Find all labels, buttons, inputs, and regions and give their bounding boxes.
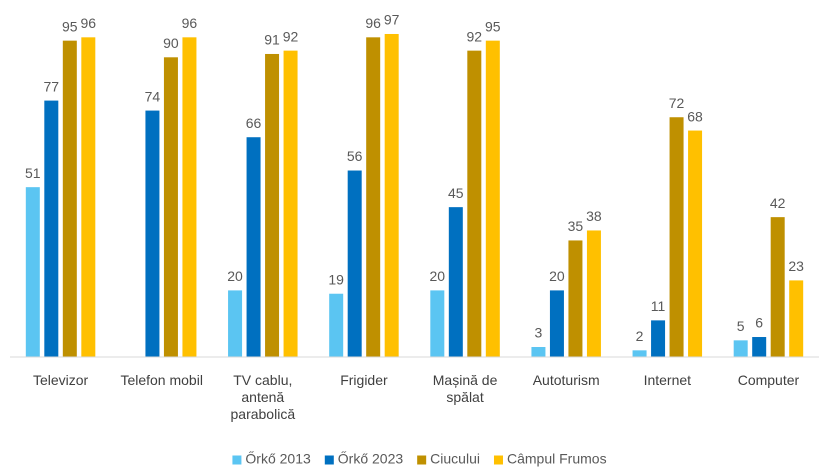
x-tick-label: Telefon mobil	[120, 372, 203, 388]
bar	[25, 187, 40, 357]
bar	[430, 290, 445, 357]
bar	[283, 50, 298, 357]
bar	[384, 33, 399, 358]
bar	[549, 290, 564, 357]
bar	[163, 57, 178, 358]
legend-swatch	[232, 455, 242, 465]
data-label: 3	[535, 325, 543, 341]
data-label: 11	[651, 298, 666, 314]
bar	[586, 230, 601, 357]
bar	[467, 50, 482, 357]
bar	[265, 53, 280, 357]
data-label: 5	[737, 318, 745, 334]
legend-item: Câmpul Frumos	[493, 451, 607, 467]
bar	[44, 100, 59, 357]
bar	[182, 37, 197, 357]
legend-label: Őrkő 2013	[245, 451, 311, 467]
legend-item: Őrkő 2013	[232, 451, 311, 467]
x-tick-label: Computer	[737, 372, 800, 388]
data-label: 77	[44, 78, 60, 94]
legend-swatch	[324, 455, 334, 465]
legend-swatch	[417, 455, 427, 465]
data-label: 20	[227, 268, 243, 284]
data-label: 72	[669, 95, 685, 111]
bar	[228, 290, 243, 357]
bar	[485, 40, 500, 358]
data-label: 56	[347, 148, 363, 164]
bar	[448, 207, 463, 357]
data-label: 95	[485, 18, 501, 34]
bar	[752, 337, 767, 357]
legend-item: Ciucului	[417, 451, 480, 467]
legend-item: Őrkő 2023	[324, 451, 404, 467]
data-label: 96	[365, 15, 381, 31]
data-label: 42	[770, 195, 786, 211]
data-label: 91	[264, 32, 280, 48]
bar	[329, 293, 344, 357]
bar	[688, 130, 703, 357]
bar	[246, 137, 261, 357]
data-label: 68	[687, 108, 703, 124]
data-label: 96	[81, 15, 97, 31]
bar	[62, 40, 77, 358]
data-label: 20	[549, 268, 565, 284]
x-tick-label: Autoturism	[532, 372, 600, 388]
data-label: 96	[182, 15, 198, 31]
data-label: 23	[788, 258, 804, 274]
x-tick-label: Internet	[643, 372, 692, 388]
bar	[568, 240, 583, 357]
x-tick-label: TV cablu, antenă parabolică	[230, 372, 296, 422]
data-label: 19	[328, 271, 344, 287]
bar	[669, 117, 684, 358]
data-label: 90	[163, 35, 179, 51]
legend-label: Ciucului	[430, 451, 480, 467]
data-label: 2	[636, 328, 644, 344]
data-label: 6	[755, 315, 763, 331]
legend-label: Őrkő 2023	[338, 451, 404, 467]
bar	[770, 217, 785, 357]
bar	[733, 340, 748, 357]
bar	[789, 280, 804, 357]
legend-label: Câmpul Frumos	[507, 451, 607, 467]
bar	[651, 320, 666, 357]
data-label: 35	[568, 218, 584, 234]
bar	[531, 347, 546, 357]
legend-swatch	[493, 455, 503, 465]
x-tick-label: Frigider	[340, 372, 388, 388]
data-label: 97	[384, 12, 400, 28]
x-tick-label: Televizor	[32, 372, 89, 388]
data-label: 51	[25, 165, 41, 181]
x-tick-label: Mașină de spălat	[432, 372, 498, 405]
bar	[347, 170, 362, 357]
data-label: 45	[448, 185, 464, 201]
bar	[632, 350, 647, 357]
data-label: 92	[467, 28, 483, 44]
bar	[145, 110, 160, 357]
data-label: 74	[145, 88, 161, 104]
data-label: 95	[62, 18, 78, 34]
bar	[366, 37, 381, 357]
bar	[81, 37, 96, 357]
data-label: 20	[430, 268, 446, 284]
data-label: 66	[246, 115, 262, 131]
data-label: 38	[586, 208, 602, 224]
data-label: 92	[283, 28, 299, 44]
